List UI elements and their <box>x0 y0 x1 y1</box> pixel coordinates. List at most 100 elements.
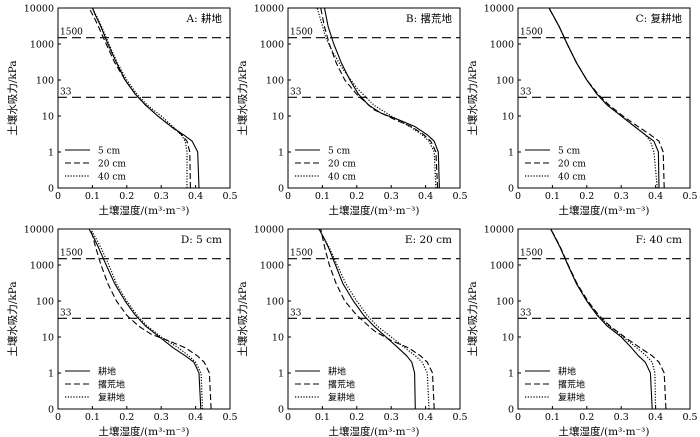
y-tick-label: 1 <box>508 148 514 159</box>
x-tick-label: 0.3 <box>384 412 399 423</box>
legend-label: 复耕地 <box>328 392 355 404</box>
legend-label: 复耕地 <box>98 392 125 404</box>
y-tick-label: 1 <box>48 148 54 159</box>
y-axis-title: 土壤水吸力/kPa <box>466 60 479 135</box>
panel-title: D: 5 cm <box>181 234 222 246</box>
series-line-20cm <box>88 7 191 189</box>
plot-frame <box>517 228 691 410</box>
reference-line-label: 33 <box>60 308 72 318</box>
y-tick-label: 10 <box>272 112 284 123</box>
x-tick-label: 0.2 <box>119 412 134 423</box>
y-tick-label: 10000 <box>24 4 54 15</box>
series-line-40cm <box>91 7 188 188</box>
y-tick-label: 1000 <box>260 40 284 51</box>
x-tick-label: 0.1 <box>85 191 100 202</box>
legend-label: 40 cm <box>98 173 126 183</box>
x-axis-title: 土壤湿度/(m³·m⁻³) <box>329 425 420 437</box>
x-tick-label: 0.2 <box>349 191 364 202</box>
series-line-复耕地 <box>90 228 204 410</box>
legend-label: 20 cm <box>558 160 586 170</box>
legend-label: 耕地 <box>328 366 346 378</box>
x-tick-label: 0 <box>55 412 61 423</box>
series-line-撂荒地 <box>90 228 212 410</box>
x-tick-label: 0.5 <box>682 191 697 202</box>
x-tick-label: 0.3 <box>384 191 399 202</box>
y-tick-label: 0 <box>278 184 284 195</box>
legend-label: 40 cm <box>328 173 356 183</box>
x-tick-label: 0.1 <box>545 191 560 202</box>
y-tick-label: 10000 <box>484 225 514 236</box>
x-axis-title: 土壤湿度/(m³·m⁻³) <box>559 425 650 437</box>
reference-line-label: 33 <box>520 308 532 318</box>
x-tick-label: 0.4 <box>188 412 203 423</box>
y-tick-label: 0 <box>48 405 54 416</box>
y-tick-label: 100 <box>496 76 514 87</box>
legend-label: 5 cm <box>328 147 351 157</box>
chart-panel-3: 1500 33 0 0.1 0.2 0.3 0.4 0.5 0 1 10 100 1000 10000 C:… <box>466 4 698 218</box>
panel-title: F: 40 cm <box>636 234 682 246</box>
series-line-5cm <box>323 7 440 189</box>
reference-line-label: 33 <box>60 87 72 97</box>
y-axis-title: 土壤水吸力/kPa <box>236 60 249 135</box>
series-line-耕地 <box>88 228 202 410</box>
x-tick-label: 0 <box>515 191 521 202</box>
series-line-耕地 <box>318 228 416 410</box>
y-tick-label: 100 <box>266 76 284 87</box>
x-tick-label: 0.5 <box>682 412 697 423</box>
x-tick-label: 0.5 <box>222 412 237 423</box>
y-tick-label: 100 <box>496 297 514 308</box>
x-tick-label: 0 <box>55 191 61 202</box>
y-tick-label: 10 <box>502 333 514 344</box>
y-tick-label: 100 <box>266 297 284 308</box>
x-tick-label: 0.4 <box>188 191 203 202</box>
x-tick-label: 0 <box>515 412 521 423</box>
reference-line-label: 1500 <box>60 249 83 259</box>
x-tick-label: 0.4 <box>418 191 433 202</box>
reference-line-label: 1500 <box>520 249 543 259</box>
panel-title: C: 复耕地 <box>636 12 683 25</box>
x-tick-label: 0.3 <box>154 191 169 202</box>
reference-line-label: 1500 <box>520 28 543 38</box>
legend-label: 复耕地 <box>558 392 585 404</box>
x-tick-label: 0.2 <box>579 412 594 423</box>
y-tick-label: 1 <box>278 369 284 380</box>
x-axis-title: 土壤湿度/(m³·m⁻³) <box>99 204 190 217</box>
y-tick-label: 10 <box>272 333 284 344</box>
x-tick-label: 0.2 <box>349 412 364 423</box>
legend-label: 耕地 <box>558 366 576 378</box>
reference-line-label: 33 <box>290 87 302 97</box>
legend-label: 20 cm <box>328 160 356 170</box>
plot-frame <box>57 7 231 189</box>
y-tick-label: 10000 <box>484 4 514 15</box>
y-tick-label: 1000 <box>30 261 54 272</box>
plot-frame <box>287 7 461 189</box>
x-tick-label: 0 <box>285 191 291 202</box>
y-tick-label: 10 <box>502 112 514 123</box>
chart-panel-4: 1500 33 0 0.1 0.2 0.3 0.4 0.5 0 1 10 100 1000 10000 D:… <box>6 225 238 437</box>
y-tick-label: 10 <box>42 112 54 123</box>
series-line-复耕地 <box>318 228 430 410</box>
x-axis-title: 土壤湿度/(m³·m⁻³) <box>329 204 420 217</box>
y-tick-label: 10000 <box>254 225 284 236</box>
y-tick-label: 10000 <box>24 225 54 236</box>
chart-panel-1: 1500 33 0 0.1 0.2 0.3 0.4 0.5 0 1 10 100 1000 10000 A:… <box>6 4 238 218</box>
x-axis-title: 土壤湿度/(m³·m⁻³) <box>559 204 650 217</box>
y-axis-title: 土壤水吸力/kPa <box>6 281 19 356</box>
x-tick-label: 0 <box>285 412 291 423</box>
legend-label: 撂荒地 <box>98 379 125 391</box>
panel-title: A: 耕地 <box>186 12 223 25</box>
x-tick-label: 0.4 <box>418 412 433 423</box>
chart-panel-2: 1500 33 0 0.1 0.2 0.3 0.4 0.5 0 1 10 100 1000 10000 B:… <box>236 4 468 218</box>
x-tick-label: 0.2 <box>579 191 594 202</box>
plot-frame <box>287 228 461 410</box>
y-axis-title: 土壤水吸力/kPa <box>6 60 19 135</box>
y-tick-label: 1 <box>48 369 54 380</box>
x-tick-label: 0.4 <box>648 191 663 202</box>
series-line-40cm <box>316 7 437 189</box>
y-tick-label: 0 <box>48 184 54 195</box>
y-tick-label: 1000 <box>490 40 514 51</box>
x-tick-label: 0.5 <box>222 191 237 202</box>
reference-line-label: 1500 <box>290 28 313 38</box>
legend-label: 撂荒地 <box>328 379 355 391</box>
